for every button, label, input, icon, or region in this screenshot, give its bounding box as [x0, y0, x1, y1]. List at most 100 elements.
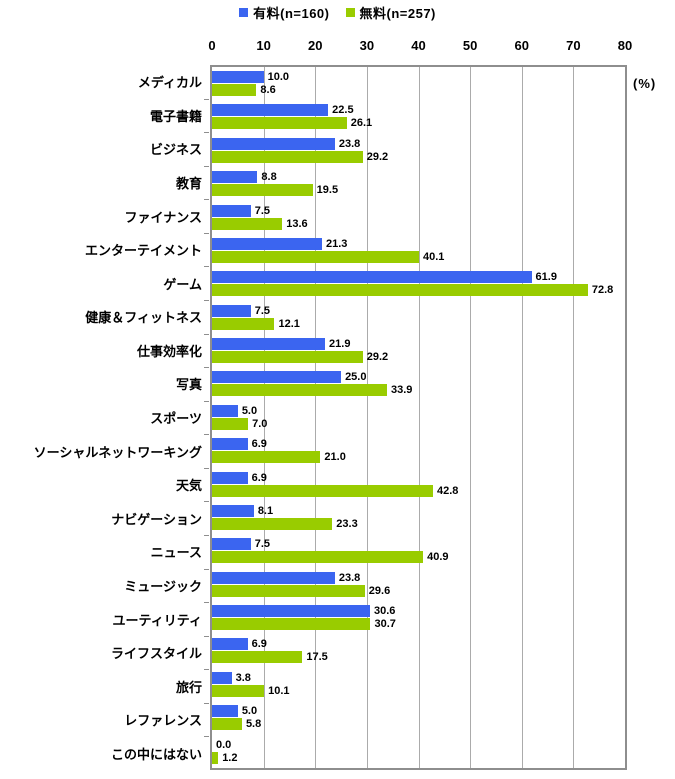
bar-paid-value-label: 7.5: [254, 204, 271, 217]
bar-free: [212, 517, 333, 530]
bar-free: [212, 284, 588, 297]
gridline: [521, 67, 523, 768]
category-axis-tick: [204, 736, 209, 737]
bar-paid-value-label: 25.0: [345, 371, 367, 384]
bar-paid: [212, 338, 326, 350]
bar-free-value-label: 30.7: [374, 618, 396, 630]
category-label: ナビゲーション: [111, 511, 202, 527]
category-label: ミュージック: [124, 578, 202, 594]
bar-free: [212, 250, 420, 263]
category-label: メディカル: [137, 75, 202, 91]
category-axis-tick: [204, 636, 209, 637]
category-row: 30.6 30.7: [212, 601, 625, 634]
bar-paid: [212, 638, 248, 651]
bar-free-value-label: 13.6: [286, 217, 308, 230]
category-label: ニュース: [150, 545, 202, 561]
gridline: [263, 67, 265, 768]
gridline: [418, 67, 420, 768]
category-label: ユーティリティ: [112, 612, 202, 628]
category-label: 天気: [175, 478, 202, 494]
bar-paid-value-label: 22.5: [332, 104, 354, 117]
category-row: 6.9 42.8: [212, 468, 625, 501]
x-tick-label: 40: [411, 38, 426, 53]
legend-label-paid: 有料(n=160): [253, 6, 330, 21]
paid-swatch-icon: [239, 8, 249, 17]
bar-free-value-label: 29.2: [366, 150, 389, 163]
bar-free: [212, 117, 347, 130]
category-axis-tick: [204, 367, 209, 368]
bar-free: [212, 684, 265, 697]
bar-free: [212, 351, 363, 363]
category-axis-tick: [204, 669, 209, 670]
category-label: ファイナンス: [124, 209, 202, 225]
bar-paid: [212, 104, 329, 117]
category-axis-tick: [204, 166, 209, 167]
category-axis-tick: [204, 569, 209, 570]
bar-paid-value-label: 23.8: [338, 571, 361, 584]
category-axis-tick: [204, 602, 209, 603]
bar-paid: [212, 137, 335, 150]
category-row: 7.5 13.6: [212, 201, 625, 234]
category-label: この中にはない: [110, 746, 202, 762]
bar-free-value-label: 19.5: [316, 184, 339, 197]
bar-paid-value-label: 21.9: [329, 338, 351, 350]
category-label: 旅行: [175, 679, 202, 695]
plot-area: 10.0 8.6 22.5 26.1 23.8 29.2 8.8 19.5 7.5 13.6 21.…: [210, 65, 627, 770]
x-tick-label: 20: [308, 38, 323, 53]
category-row: 7.5 12.1: [212, 301, 625, 334]
bar-paid-value-label: 21.3: [325, 237, 348, 250]
bar-paid-value-label: 6.9: [251, 438, 267, 451]
bar-free: [212, 584, 365, 597]
category-axis-tick: [204, 266, 209, 267]
bar-paid-value-label: 8.8: [261, 171, 277, 184]
bar-paid: [212, 204, 251, 217]
bar-free-value-label: 17.5: [306, 651, 328, 664]
bar-free: [212, 651, 303, 664]
legend-item-free: 無料(n=257): [345, 3, 436, 22]
x-tick-label: 10: [256, 38, 271, 53]
category-label: ゲーム: [163, 276, 202, 292]
bar-paid: [212, 304, 251, 317]
category-row: 8.1 23.3: [212, 501, 625, 534]
category-axis-tick: [204, 401, 209, 402]
bar-paid-value-label: 3.8: [235, 671, 251, 684]
bar-free: [212, 718, 242, 731]
bar-paid-value-label: 5.0: [241, 705, 258, 718]
category-axis-tick: [204, 434, 209, 435]
category-row: 7.5 40.9: [212, 534, 625, 567]
bar-free: [212, 217, 283, 230]
bar-free-value-label: 33.9: [391, 384, 413, 397]
bar-free-value-label: 29.6: [368, 584, 391, 597]
bar-paid-value-label: 23.8: [338, 137, 361, 150]
category-label: 仕事効率化: [136, 343, 202, 359]
bar-paid-value-label: 10.0: [267, 71, 290, 83]
x-tick-label: 60: [514, 38, 529, 53]
category-label: ソーシャルネットワーキング: [33, 444, 202, 460]
category-label: スポーツ: [150, 411, 202, 427]
bar-paid: [212, 404, 238, 417]
bar-paid: [212, 671, 232, 684]
bar-free: [212, 84, 257, 96]
x-tick-label: 0: [208, 38, 216, 53]
category-label: 健康＆フィットネス: [85, 310, 202, 326]
bar-free-value-label: 21.0: [324, 451, 346, 464]
category-axis-tick: [204, 501, 209, 502]
bar-paid: [212, 271, 532, 284]
category-axis: メディカル 電子書籍 ビジネス 教育 ファイナンス エンターテイメント ゲーム 健康＆フィット…: [0, 65, 202, 770]
bar-free-value-label: 7.0: [252, 417, 268, 430]
legend-item-paid: 有料(n=160): [239, 3, 329, 22]
bar-paid-value-label: 7.5: [254, 304, 271, 317]
category-axis-tick: [204, 334, 209, 335]
bar-paid-value-label: 6.9: [251, 638, 267, 651]
bar-free: [212, 184, 313, 197]
bar-free-value-label: 40.9: [427, 551, 449, 564]
bar-free: [212, 551, 424, 564]
bar-paid: [212, 438, 248, 451]
category-label: エンターテイメント: [84, 243, 202, 259]
bar-paid: [212, 171, 258, 184]
bar-paid-value-label: 61.9: [535, 271, 557, 284]
category-row: 21.3 40.1: [212, 234, 625, 267]
bar-paid-value-label: 7.5: [254, 538, 271, 551]
category-row: 21.9 29.2: [212, 334, 625, 367]
x-tick-label: 80: [617, 38, 633, 53]
